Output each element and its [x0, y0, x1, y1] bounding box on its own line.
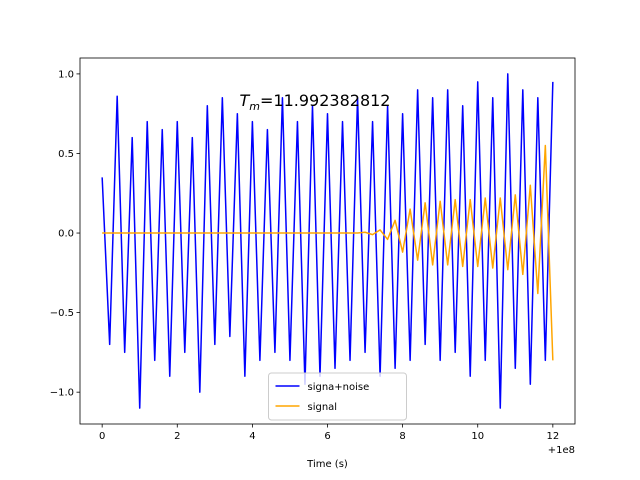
- series-line: [102, 144, 554, 361]
- series-line: [101, 73, 554, 409]
- legend-label: signa+noise: [308, 382, 370, 393]
- y-tick-label: 1.0: [58, 69, 74, 80]
- x-tick-label: 0: [99, 431, 105, 442]
- x-tick-label: 12: [546, 431, 559, 442]
- x-tick-label: 8: [399, 431, 405, 442]
- x-offset-label: +1e8: [548, 445, 575, 456]
- y-tick-label: 0.0: [58, 229, 74, 240]
- annotation-text: =11.992382812: [260, 91, 390, 110]
- x-tick-label: 2: [174, 431, 180, 442]
- x-tick-label: 6: [324, 431, 330, 442]
- legend-label: signal: [308, 402, 338, 413]
- y-tick-label: 0.5: [58, 149, 74, 160]
- x-tick-label: 10: [471, 431, 484, 442]
- y-tick-label: −0.5: [50, 308, 74, 319]
- x-axis-label: Time (s): [306, 459, 348, 470]
- annotation: Tm=11.992382812: [240, 91, 391, 113]
- x-tick-label: 4: [249, 431, 255, 442]
- annotation-subscript: m: [249, 100, 260, 113]
- legend-box: [268, 372, 407, 421]
- y-tick-label: −1.0: [50, 388, 74, 399]
- annotation-symbol: T: [240, 91, 251, 110]
